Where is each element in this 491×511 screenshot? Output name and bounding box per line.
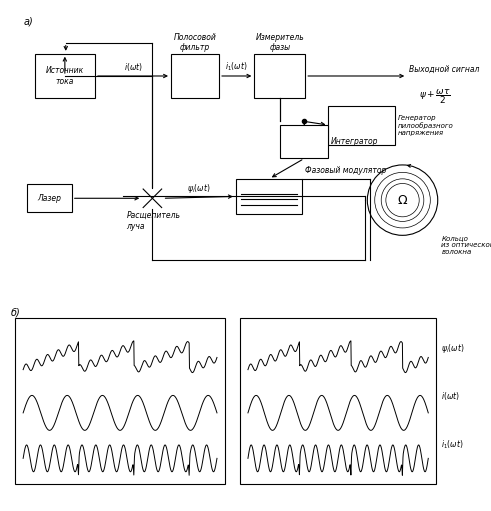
- Text: Расщепитель
луча: Расщепитель луча: [127, 211, 181, 230]
- Bar: [35, 54, 95, 98]
- Bar: [328, 106, 395, 145]
- Text: Кольцо
из оптического
волокна: Кольцо из оптического волокна: [441, 236, 491, 256]
- Text: а): а): [24, 17, 33, 27]
- Text: Ω: Ω: [398, 194, 408, 206]
- Text: Генератор
пилообразного
напряжения: Генератор пилообразного напряжения: [398, 114, 454, 135]
- Bar: [240, 317, 436, 484]
- Text: Измеритель
фазы: Измеритель фазы: [255, 33, 304, 52]
- Text: Источник
тока: Источник тока: [46, 66, 84, 86]
- Bar: [15, 317, 225, 484]
- Text: $\psi_i(\omega t)$: $\psi_i(\omega t)$: [187, 182, 211, 196]
- Bar: [171, 54, 219, 98]
- Text: Полосовой
фильтр: Полосовой фильтр: [174, 33, 217, 52]
- Text: $\psi_i(\omega t)$: $\psi_i(\omega t)$: [441, 342, 464, 355]
- Text: $i_1(\omega t)$: $i_1(\omega t)$: [441, 439, 464, 451]
- Bar: [27, 184, 72, 212]
- Text: Интегратор: Интегратор: [331, 137, 379, 146]
- Text: $i_1(\omega t)$: $i_1(\omega t)$: [225, 61, 248, 73]
- Text: Фазовый модулятор: Фазовый модулятор: [305, 166, 386, 175]
- Bar: [280, 125, 328, 158]
- Text: Лазер: Лазер: [38, 194, 61, 203]
- Bar: [254, 54, 305, 98]
- Text: $i(\omega t)$: $i(\omega t)$: [441, 390, 460, 402]
- Text: Выходной сигнал: Выходной сигнал: [409, 65, 479, 74]
- Text: $\psi+\dfrac{\omega\tau}{2}$: $\psi+\dfrac{\omega\tau}{2}$: [419, 87, 451, 106]
- Bar: [236, 179, 302, 214]
- Text: $i(\omega t)$: $i(\omega t)$: [124, 61, 142, 73]
- Text: б): б): [11, 308, 21, 318]
